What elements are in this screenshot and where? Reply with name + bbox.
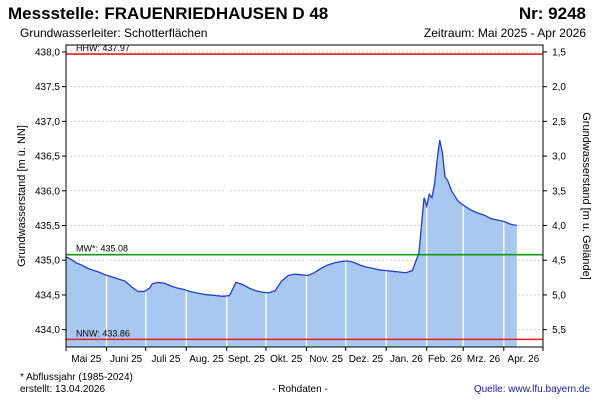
hhw-label: HHW: 437.97 [76,43,130,53]
chart-title: Messstelle: FRAUENRIEDHAUSEN D 48 [8,4,329,23]
y-right-tick-label: 4,5 [552,256,566,267]
y-tick-label: 437,5 [35,82,60,93]
y-tick-label: 435,0 [35,256,60,267]
x-tick-label: Nov. 25 [309,354,343,365]
y-right-tick-label: 5,0 [552,290,566,301]
y-right-axis-label: Grundwasserstand [m u. Gelände] [580,112,592,280]
x-tick-label: Mai 25 [71,354,101,365]
y-axis-label: Grundwasserstand [m ü. NN] [16,125,28,267]
nnw-label: NNW: 433.86 [76,328,130,338]
mw-label: MW*: 435.08 [76,244,128,254]
x-tick-label: Juni 25 [110,354,143,365]
aquifer-label: Grundwasserleiter: Schotterflächen [20,26,208,40]
x-tick-label: Jan. 26 [390,354,423,365]
y-right-tick-label: 3,5 [552,186,566,197]
x-tick-label: Juli 25 [152,354,181,365]
y-right-tick-label: 1,5 [552,47,566,58]
x-tick-label: Mrz. 26 [467,354,501,365]
created-date: erstellt: 13.04.2026 [20,384,106,395]
plot-frame [65,44,544,348]
x-tick-label: Feb. 26 [428,354,462,365]
y-tick-label: 434,0 [35,325,60,336]
x-tick-label: Apr. 26 [508,354,540,365]
x-tick-label: Sept. 25 [228,354,266,365]
raw-data-note: - Rohdaten - [272,384,328,395]
y-tick-label: 434,5 [35,290,60,301]
y-tick-label: 436,5 [35,152,60,163]
station-number: Nr: 9248 [518,4,586,23]
y-tick-label: 437,0 [35,117,60,128]
series-area [66,140,517,347]
x-tick-label: Okt. 25 [270,354,303,365]
y-tick-label: 435,5 [35,221,60,232]
y-right-tick-label: 3,0 [552,152,566,163]
source-link[interactable]: Quelle: www.lfu.bayern.de [473,384,590,395]
x-tick-label: Aug. 25 [189,354,224,365]
y-tick-label: 436,0 [35,186,60,197]
y-right-tick-label: 5,5 [552,325,566,336]
y-right-tick-label: 4,0 [552,221,566,232]
y-right-tick-label: 2,5 [552,117,566,128]
x-tick-label: Dez. 25 [349,354,384,365]
y-right-tick-label: 2,0 [552,82,566,93]
period-label: Zeitraum: Mai 2025 - Apr 2026 [423,26,586,40]
footnote: * Abflussjahr (1985-2024) [20,372,133,383]
y-tick-label: 438,0 [35,47,60,58]
series-line [65,139,517,297]
